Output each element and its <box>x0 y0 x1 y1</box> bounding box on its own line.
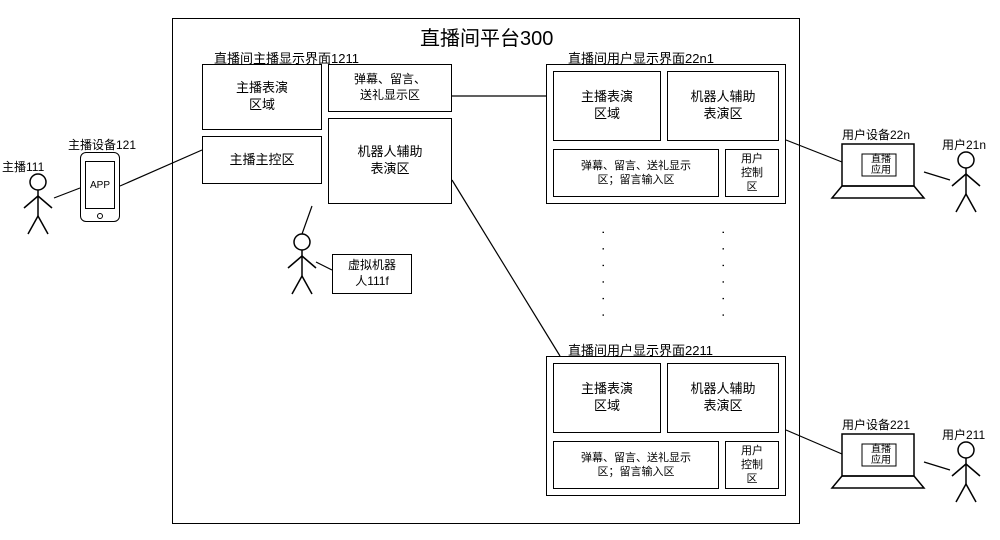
upb-cell-danmu: 弹幕、留言、送礼显示区；留言输入区 <box>553 441 719 489</box>
anchor-app-label: APP <box>90 180 110 191</box>
user-panel-top: 主播表演区域 机器人辅助表演区 弹幕、留言、送礼显示区；留言输入区 用户控制区 <box>546 64 786 204</box>
user-panel-bottom: 主播表演区域 机器人辅助表演区 弹幕、留言、送礼显示区；留言输入区 用户控制区 <box>546 356 786 496</box>
user-bottom-person-icon <box>946 440 986 509</box>
user-top-device-label: 用户设备22n <box>842 126 910 143</box>
upb-cell-perf: 主播表演区域 <box>553 363 661 433</box>
upb-cell-robot: 机器人辅助表演区 <box>667 363 779 433</box>
user-top-person-icon <box>946 150 986 219</box>
user-bottom-device-icon: 直播应用 <box>828 430 928 497</box>
user-bottom-person-label: 用户211 <box>942 426 985 443</box>
upt-cell-uctrl: 用户控制区 <box>725 149 779 197</box>
platform-title: 直播间平台300 <box>420 22 553 51</box>
user-top-person-label: 用户21n <box>942 136 986 153</box>
anchor-cell-control: 主播主控区 <box>202 136 322 184</box>
anchor-cell-danmu: 弹幕、留言、送礼显示区 <box>328 64 452 112</box>
upt-cell-perf: 主播表演区域 <box>553 71 661 141</box>
vertical-dots-left: · · · · · · <box>600 230 608 321</box>
virtual-robot-label: 虚拟机器人111f <box>348 258 396 289</box>
user-bottom-app-label: 直播应用 <box>866 444 896 466</box>
user-top-device-icon: 直播应用 <box>828 140 928 207</box>
anchor-device-label: 主播设备121 <box>68 136 136 153</box>
anchor-cell-perf: 主播表演区域 <box>202 64 322 130</box>
upt-cell-danmu: 弹幕、留言、送礼显示区；留言输入区 <box>553 149 719 197</box>
anchor-person-icon <box>18 172 58 241</box>
anchor-person-label: 主播111 <box>2 158 44 175</box>
virtual-robot-box: 虚拟机器人111f <box>332 254 412 294</box>
upt-cell-robot: 机器人辅助表演区 <box>667 71 779 141</box>
anchor-panel: 主播表演区域 弹幕、留言、送礼显示区 主播主控区 机器人辅助表演区 <box>202 64 452 204</box>
upb-cell-uctrl: 用户控制区 <box>725 441 779 489</box>
anchor-cell-robot: 机器人辅助表演区 <box>328 118 452 204</box>
user-top-app-label: 直播应用 <box>866 154 896 176</box>
virtual-robot-icon <box>282 232 322 301</box>
user-bottom-device-label: 用户设备221 <box>842 416 910 433</box>
vertical-dots-right: · · · · · · <box>720 230 728 321</box>
anchor-device-icon: APP <box>80 152 120 222</box>
